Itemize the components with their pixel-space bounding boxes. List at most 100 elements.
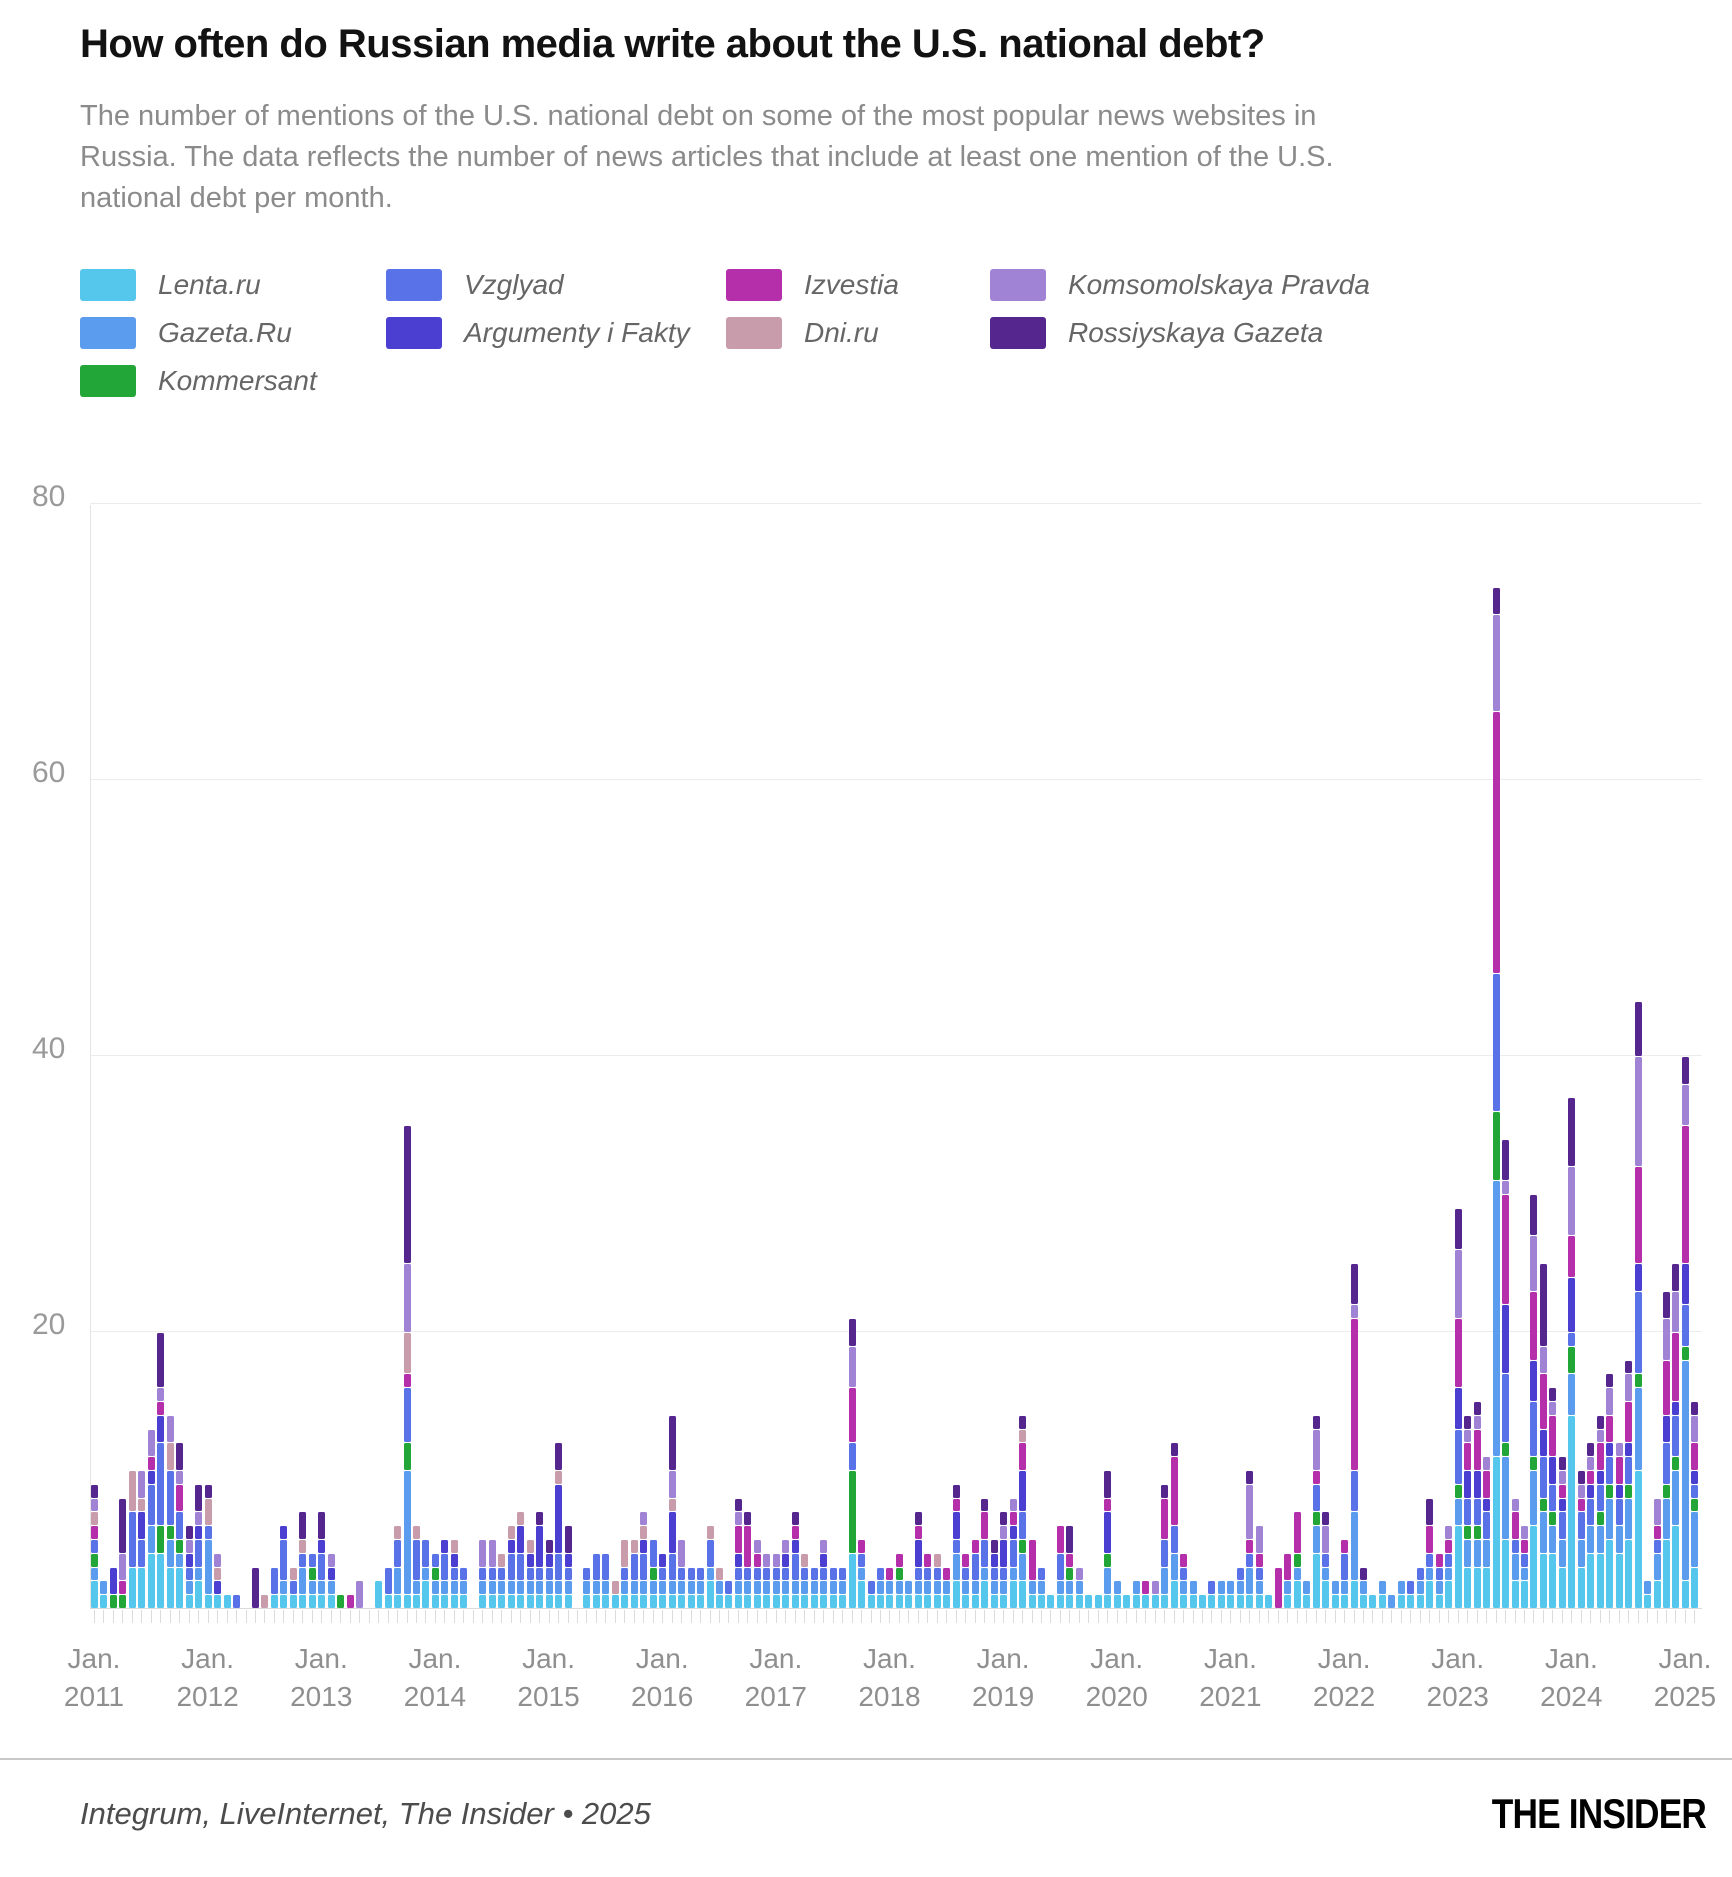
bar-segment bbox=[1047, 1595, 1055, 1608]
bar-month-72 bbox=[772, 1553, 780, 1608]
bar-segment bbox=[1246, 1553, 1254, 1567]
bar-segment bbox=[1464, 1415, 1472, 1429]
bar-segment bbox=[1056, 1581, 1064, 1595]
x-tick bbox=[813, 1610, 815, 1623]
bar-segment bbox=[1663, 1443, 1671, 1484]
bar-segment bbox=[545, 1567, 553, 1581]
bar-segment bbox=[270, 1595, 278, 1608]
bar-segment bbox=[801, 1567, 809, 1581]
bar-segment bbox=[157, 1388, 165, 1402]
bar-segment bbox=[138, 1540, 146, 1567]
bar-segment bbox=[1596, 1471, 1604, 1484]
bar-segment bbox=[1284, 1553, 1292, 1581]
bar-segment bbox=[1009, 1581, 1017, 1608]
bar-segment bbox=[157, 1415, 165, 1443]
bar-segment bbox=[1663, 1360, 1671, 1415]
bar-segment bbox=[1435, 1595, 1443, 1608]
x-axis-label-2023: Jan. 2023 bbox=[1426, 1643, 1489, 1712]
bar-segment bbox=[753, 1540, 761, 1553]
bar-segment bbox=[422, 1540, 430, 1567]
x-tick bbox=[141, 1610, 143, 1623]
x-tick bbox=[936, 1610, 938, 1623]
x-tick bbox=[1372, 1610, 1374, 1623]
bar-segment bbox=[91, 1581, 98, 1608]
bar-month-52 bbox=[583, 1567, 591, 1608]
bar-segment bbox=[280, 1526, 288, 1540]
bar-segment bbox=[981, 1512, 989, 1540]
bar-segment bbox=[1502, 1195, 1510, 1305]
bar-segment bbox=[791, 1540, 799, 1553]
x-tick bbox=[510, 1610, 512, 1623]
bar-segment bbox=[498, 1595, 506, 1608]
bar-segment bbox=[659, 1595, 667, 1608]
bar-segment bbox=[91, 1512, 98, 1526]
bar-segment bbox=[971, 1553, 979, 1581]
x-axis-label-2025: Jan. 2025 bbox=[1653, 1643, 1717, 1712]
bar-month-43 bbox=[498, 1553, 506, 1608]
bar-segment bbox=[318, 1512, 326, 1540]
bar-segment bbox=[1530, 1291, 1538, 1360]
bar-segment bbox=[1056, 1553, 1064, 1581]
bar-month-109 bbox=[1123, 1595, 1131, 1608]
x-tick bbox=[1258, 1610, 1260, 1623]
x-tick bbox=[1505, 1610, 1507, 1623]
x-axis-label-2019: Jan. 2019 bbox=[971, 1643, 1035, 1712]
bar-segment bbox=[308, 1567, 316, 1581]
bar-month-167 bbox=[1672, 1264, 1680, 1608]
bar-segment bbox=[782, 1581, 790, 1595]
legend-label: Argumenty i Fakty bbox=[464, 317, 690, 348]
bar-segment bbox=[91, 1540, 98, 1553]
bar-segment bbox=[971, 1540, 979, 1553]
bar-segment bbox=[375, 1581, 383, 1608]
bar-segment bbox=[564, 1581, 572, 1595]
bar-month-32 bbox=[394, 1526, 402, 1608]
x-tick bbox=[747, 1610, 749, 1623]
bar-segment bbox=[1350, 1512, 1358, 1581]
x-tick bbox=[1656, 1610, 1658, 1623]
bar-month-70 bbox=[753, 1540, 761, 1608]
bar-segment bbox=[1445, 1540, 1453, 1553]
bar-segment bbox=[952, 1553, 960, 1581]
x-tick bbox=[520, 1610, 522, 1623]
bar-segment bbox=[1473, 1540, 1481, 1567]
bar-segment bbox=[1094, 1595, 1102, 1608]
bar-segment bbox=[1691, 1512, 1699, 1567]
bar-segment bbox=[1502, 1374, 1510, 1443]
legend-label: Kommersant bbox=[158, 365, 317, 396]
x-tick bbox=[1561, 1610, 1563, 1623]
bar-month-106 bbox=[1094, 1595, 1102, 1608]
bar-segment bbox=[1284, 1595, 1292, 1608]
bar-segment bbox=[1000, 1512, 1008, 1526]
bar-month-46 bbox=[526, 1540, 534, 1608]
bar-segment bbox=[1663, 1484, 1671, 1498]
bar-segment bbox=[555, 1484, 563, 1553]
bar-segment bbox=[952, 1498, 960, 1512]
bar-segment bbox=[526, 1540, 534, 1553]
bar-month-83 bbox=[877, 1567, 884, 1608]
bar-segment bbox=[1502, 1540, 1510, 1608]
bar-segment bbox=[1681, 1084, 1689, 1126]
bar-segment bbox=[214, 1581, 222, 1595]
bar-segment bbox=[649, 1595, 657, 1608]
bar-segment bbox=[1322, 1581, 1330, 1608]
bar-segment bbox=[1236, 1595, 1244, 1608]
bar-segment bbox=[337, 1595, 345, 1608]
bar-segment bbox=[479, 1595, 487, 1608]
x-tick bbox=[595, 1610, 597, 1623]
legend-item-vzglyad: Vzglyad bbox=[386, 268, 726, 302]
bar-segment bbox=[1189, 1581, 1197, 1595]
bar-segment bbox=[1227, 1595, 1235, 1608]
bar-month-31 bbox=[384, 1567, 392, 1608]
bar-segment bbox=[1180, 1581, 1188, 1595]
x-tick bbox=[1495, 1610, 1497, 1623]
x-tick bbox=[1391, 1610, 1393, 1623]
bar-segment bbox=[668, 1471, 676, 1498]
bar-segment bbox=[299, 1540, 307, 1553]
bar-segment bbox=[1359, 1567, 1367, 1581]
bar-segment bbox=[308, 1553, 316, 1567]
bar-segment bbox=[1341, 1581, 1349, 1595]
bar-month-92 bbox=[962, 1553, 970, 1608]
x-tick bbox=[880, 1610, 881, 1623]
bar-segment bbox=[450, 1553, 458, 1567]
